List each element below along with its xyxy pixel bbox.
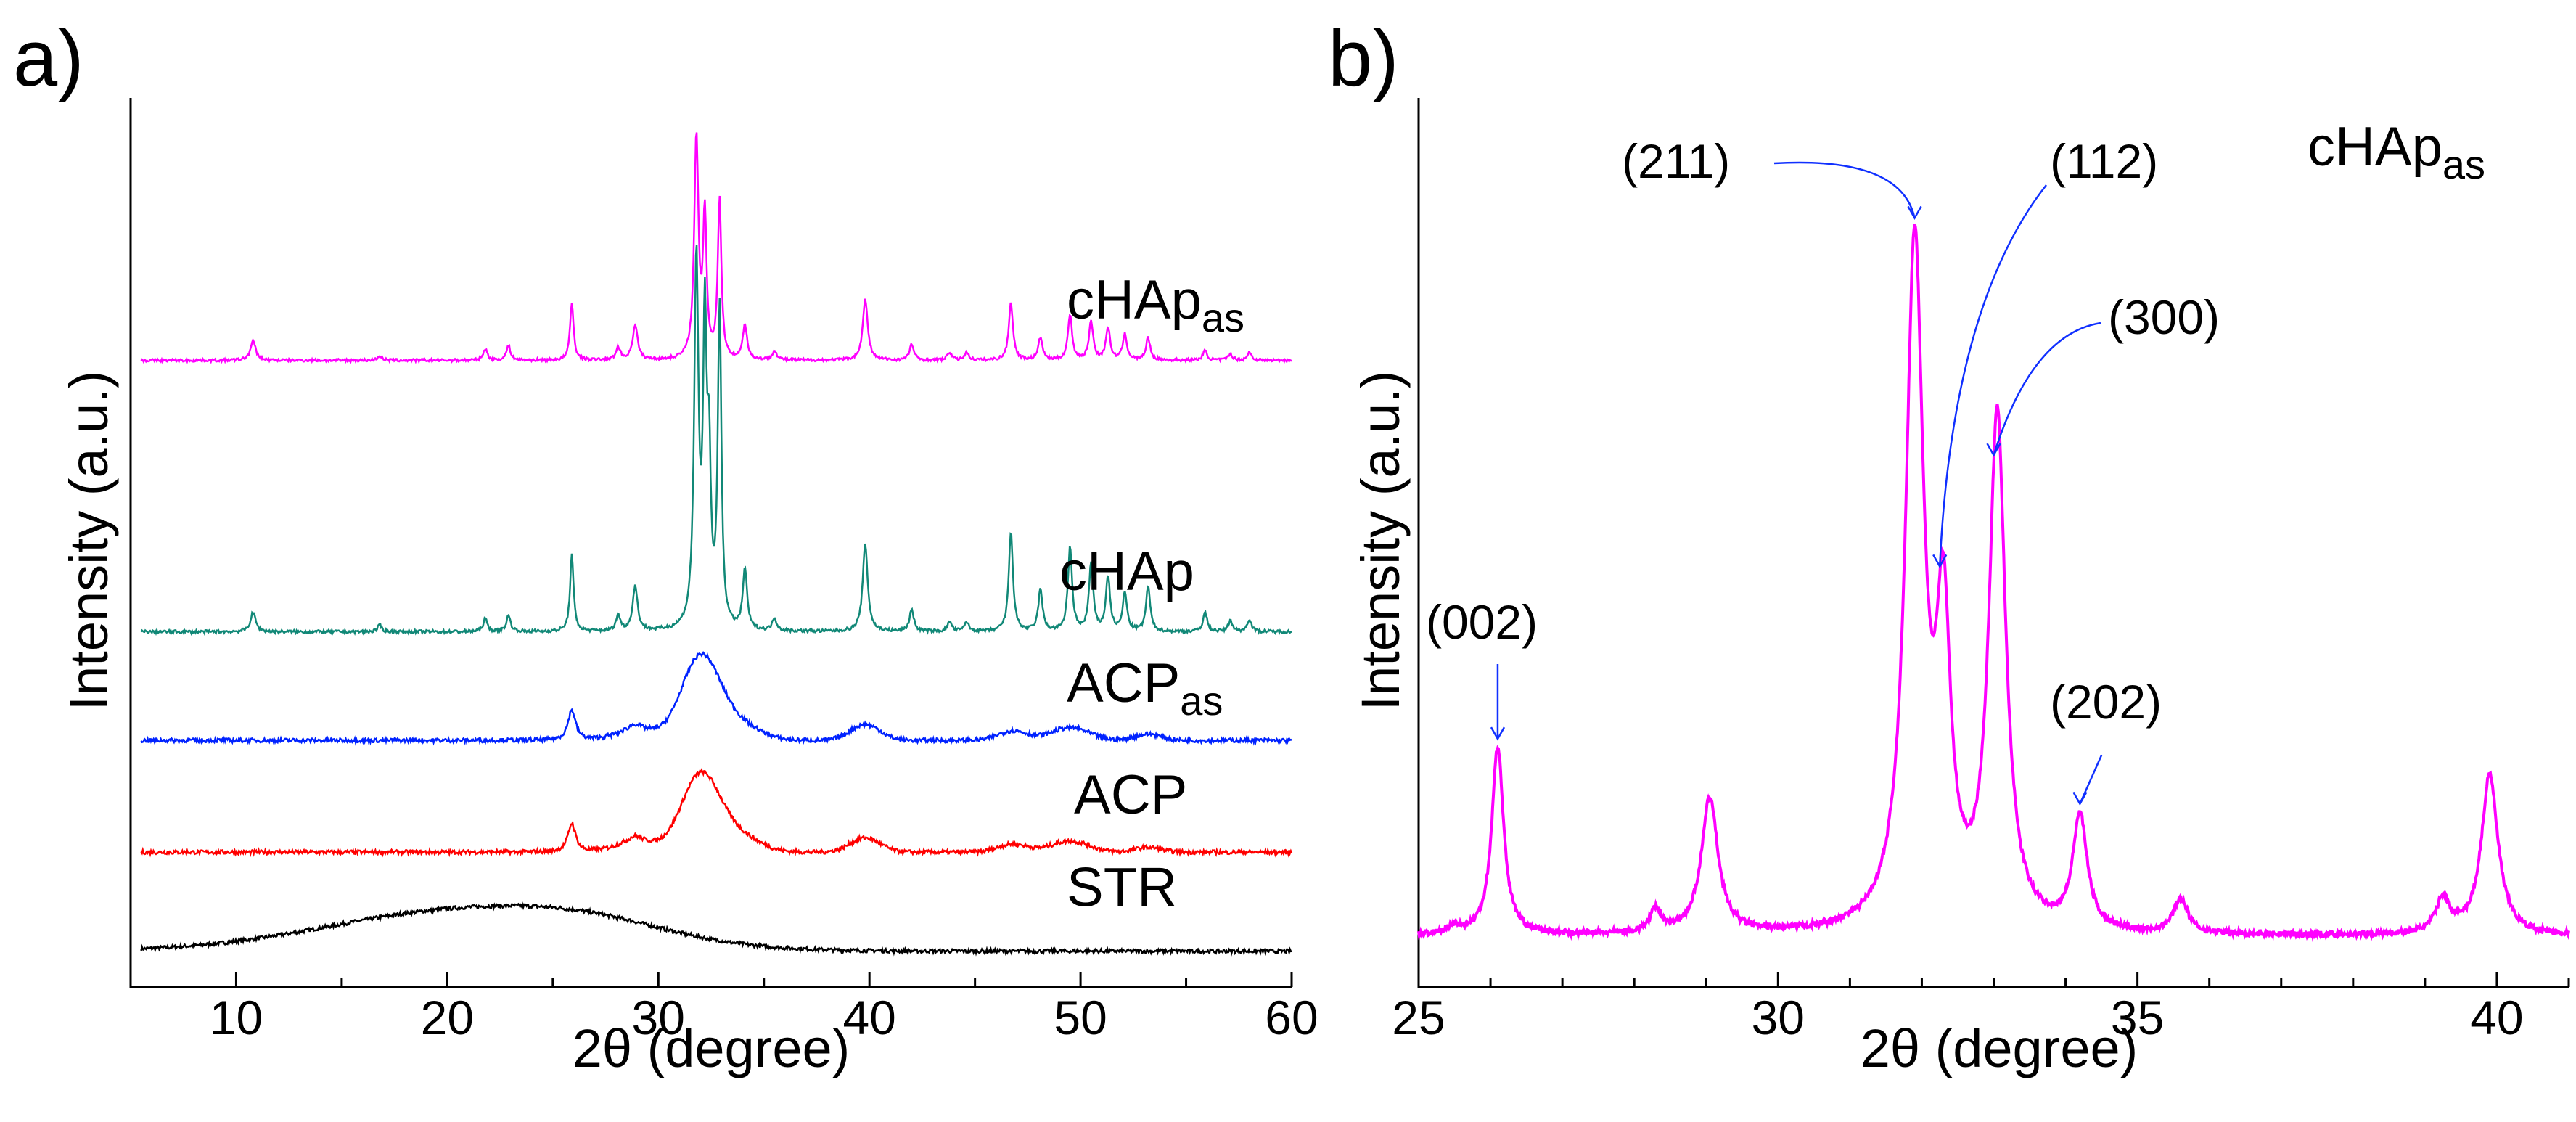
panel-a: a) 10 20 30 40 50 60 STR ACP ACPas cHAp cHApas 2θ… <box>13 14 1318 1078</box>
series-line-chap-as <box>140 132 1292 365</box>
panel-a-label: a) <box>13 14 84 103</box>
peak-annotation-arrow <box>1773 161 1916 218</box>
panel-a-series <box>140 132 1293 957</box>
panel-a-tick-label: 40 <box>842 991 895 1044</box>
series-line-str <box>140 901 1292 957</box>
peak-annotation-arrowhead <box>1490 726 1506 741</box>
peak-annotation-label: (002) <box>1426 595 1538 649</box>
panel-a-tick-label: 10 <box>210 991 263 1044</box>
series-label-chap: cHAp <box>1059 541 1194 602</box>
series-line-chap <box>140 245 1292 636</box>
peak-annotation-label: (202) <box>2050 675 2162 729</box>
panel-b-series-label: cHApas <box>2308 116 2485 187</box>
panel-b-series-label-sub: as <box>2442 142 2485 187</box>
panel-b-annotations: (002) (211) (112) (300) (202) <box>1426 134 2220 806</box>
peak-annotation-label: (211) <box>1622 134 1730 188</box>
peak-annotation-arrowhead <box>2072 791 2088 806</box>
panel-a-tick-label: 30 <box>632 991 685 1044</box>
panel-a-x-ticks: 10 20 30 40 50 60 <box>129 972 1318 1044</box>
peak-annotation-arrowhead <box>1907 205 1922 220</box>
peak-annotation-arrow <box>1993 322 2101 456</box>
panel-b-axes <box>1417 98 2569 988</box>
panel-a-y-label: Intensity (a.u.) <box>59 371 119 711</box>
series-label-acp-as: ACPas <box>1067 652 1223 724</box>
panel-b-x-ticks: 25 30 35 40 <box>1392 972 2570 1044</box>
peak-annotation-label: (300) <box>2108 290 2220 344</box>
series-label-str: STR <box>1067 857 1177 919</box>
panel-a-tick-label: 50 <box>1054 991 1107 1044</box>
panel-a-x-label: 2θ (degree) <box>573 1018 850 1078</box>
peak-annotation-arrowhead <box>1932 554 1948 568</box>
panel-b-label: b) <box>1328 14 1399 103</box>
panel-b-y-label: Intensity (a.u.) <box>1350 371 1411 711</box>
panel-b-tick-label: 35 <box>2111 991 2164 1044</box>
panel-b-tick-label: 25 <box>1392 991 1445 1044</box>
panel-a-tick-label: 60 <box>1265 991 1318 1044</box>
panel-b-x-label: 2θ (degree) <box>1861 1018 2138 1078</box>
peak-annotation-label: (112) <box>2050 134 2158 188</box>
panel-b-series-label-main: cHAp <box>2308 116 2442 178</box>
panel-b-series-line <box>1417 224 2570 943</box>
peak-annotation-arrow <box>1938 184 2047 567</box>
series-label-acp: ACP <box>1074 764 1187 826</box>
series-line-acp <box>140 768 1293 858</box>
series-label-chap-as: cHApas <box>1067 269 1244 340</box>
panel-b-tick-label: 40 <box>2470 991 2523 1044</box>
series-line-acp-as <box>140 651 1292 746</box>
panel-a-series-labels: STR ACP ACPas cHAp cHApas <box>1059 269 1244 919</box>
panel-b-tick-label: 30 <box>1752 991 1805 1044</box>
panel-a-tick-label: 20 <box>421 991 474 1044</box>
panel-b: b) 25 30 35 40 (002) (211) (112) (300) (202) cH… <box>1328 14 2570 1078</box>
peak-annotation-arrowhead <box>1986 443 2001 457</box>
